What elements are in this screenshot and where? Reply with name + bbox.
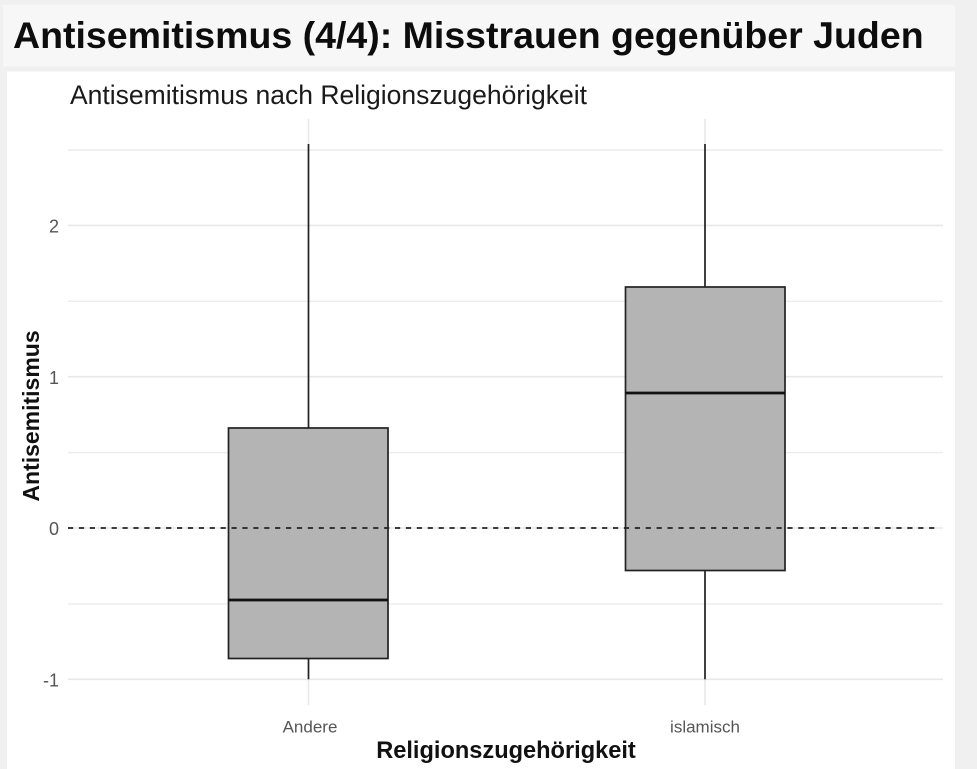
svg-text:1: 1 [49,368,59,388]
svg-text:2: 2 [49,217,59,237]
svg-text:Antisemitismus (4/4): Misstrau: Antisemitismus (4/4): Misstrauen gegenüb… [13,14,924,56]
svg-text:Andere: Andere [283,718,338,737]
svg-text:-1: -1 [43,671,59,691]
svg-text:0: 0 [49,519,59,539]
svg-text:Antisemitismus: Antisemitismus [18,330,44,501]
svg-text:islamisch: islamisch [670,718,740,737]
svg-text:Antisemitismus nach Religionsz: Antisemitismus nach Religionszugehörigke… [70,80,588,110]
svg-text:Religionszugehörigkeit: Religionszugehörigkeit [376,738,636,764]
